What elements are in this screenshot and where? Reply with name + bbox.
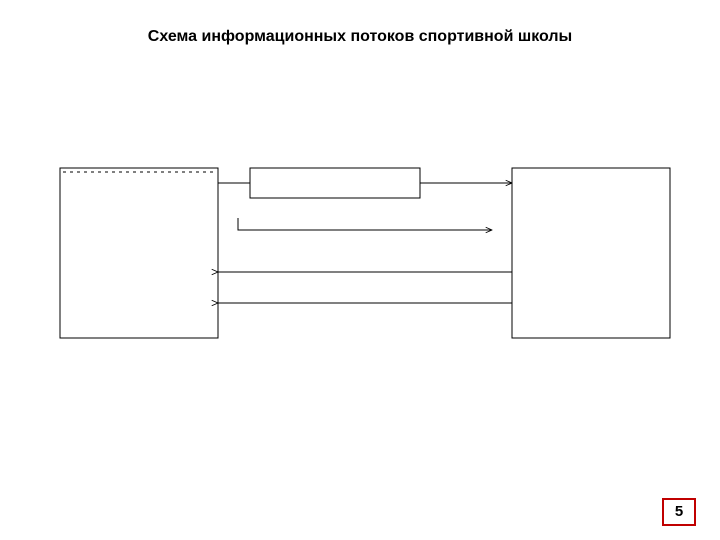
node-right-box [512, 168, 670, 338]
diagram-title: Схема информационных потоков спортивной … [0, 28, 720, 46]
node-left-box [60, 168, 218, 338]
flow-diagram [0, 0, 720, 540]
edge-2 [238, 218, 492, 230]
node-mid-box [250, 168, 420, 198]
page-number-badge: 5 [662, 498, 696, 526]
